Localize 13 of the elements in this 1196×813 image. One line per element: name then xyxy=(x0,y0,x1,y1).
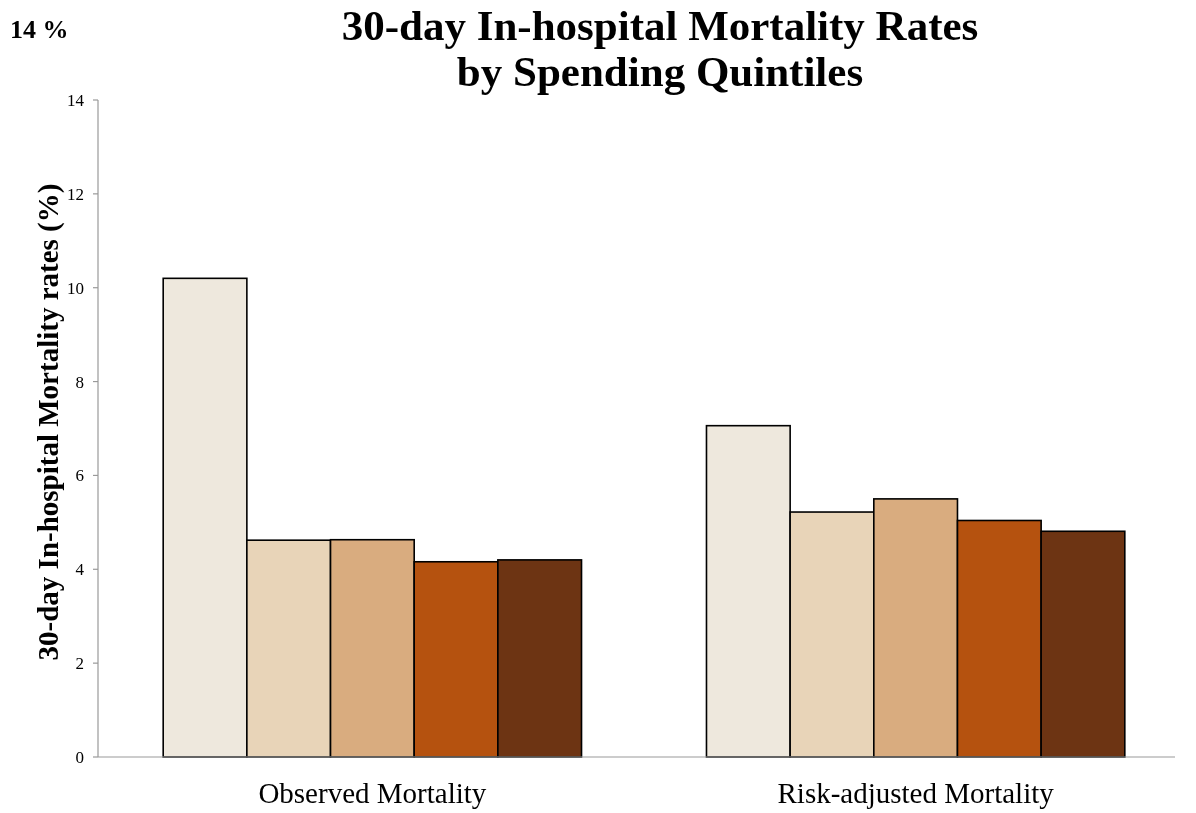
y-tick-label: 2 xyxy=(75,654,84,674)
x-tick-label: Risk-adjusted Mortality xyxy=(777,777,1055,809)
y-tick-label: 0 xyxy=(75,747,84,767)
text: 14 % xyxy=(10,15,69,44)
chart-title: 30-day In-hospital Mortality Rates by Spending Quintiles xyxy=(341,2,979,95)
y-tick-label: 14 xyxy=(67,90,85,110)
y-axis-title: 30-day In-hospital Mortality rates (%) xyxy=(32,183,65,661)
y-tick-label: 8 xyxy=(75,372,84,392)
x-tick-label: Observed Mortality xyxy=(258,777,487,809)
y-tick-label: 4 xyxy=(75,560,85,580)
y-tick-label: 6 xyxy=(75,466,84,486)
y-tick-label: 12 xyxy=(67,184,84,204)
y-tick-label: 10 xyxy=(67,278,84,298)
